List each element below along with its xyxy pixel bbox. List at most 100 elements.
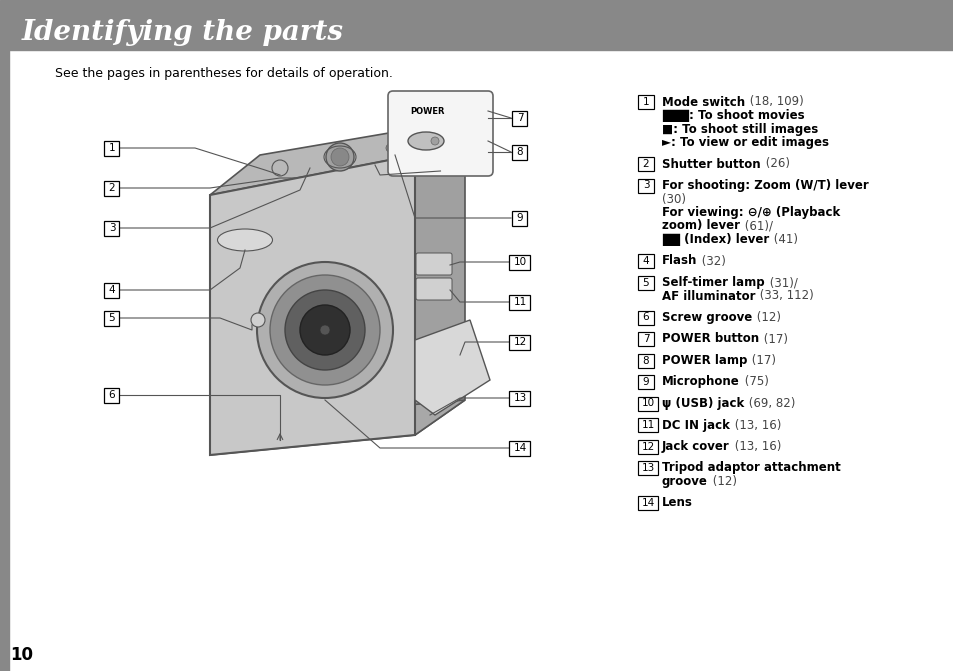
Bar (638, 461, 658, 475)
Bar (509, 254, 530, 270)
Text: 12: 12 (513, 337, 526, 347)
Text: 11: 11 (513, 297, 526, 307)
Bar (638, 440, 658, 454)
Text: 12: 12 (640, 442, 654, 452)
Text: 9: 9 (517, 213, 523, 223)
Bar (9, 0, 953, 50)
Text: AF illuminator: AF illuminator (661, 289, 755, 303)
Bar (638, 375, 654, 389)
Text: Jack cover: Jack cover (661, 440, 729, 453)
Text: ███: To shoot movies: ███: To shoot movies (661, 109, 803, 122)
Text: Shutter button: Shutter button (661, 158, 760, 170)
Text: ►: To view or edit images: ►: To view or edit images (661, 136, 828, 149)
Text: For viewing: ⊖/⊕ (Playback: For viewing: ⊖/⊕ (Playback (661, 206, 840, 219)
Bar (105, 140, 119, 156)
FancyBboxPatch shape (416, 278, 452, 300)
Text: 6: 6 (109, 390, 115, 400)
Circle shape (270, 275, 379, 385)
Text: POWER button: POWER button (661, 333, 759, 346)
Text: See the pages in parentheses for details of operation.: See the pages in parentheses for details… (55, 66, 393, 79)
Text: 2: 2 (109, 183, 115, 193)
Bar (638, 332, 654, 346)
FancyBboxPatch shape (388, 91, 493, 176)
Text: 4: 4 (642, 256, 649, 266)
Text: (12): (12) (753, 311, 781, 324)
Text: (18, 109): (18, 109) (745, 95, 803, 109)
Text: (30): (30) (661, 193, 685, 205)
Text: POWER: POWER (411, 107, 445, 117)
Polygon shape (210, 120, 464, 195)
Text: 9: 9 (642, 377, 649, 387)
Text: zoom) lever: zoom) lever (661, 219, 740, 232)
Text: DC IN jack: DC IN jack (661, 419, 729, 431)
Bar (638, 418, 658, 432)
Text: 10: 10 (513, 257, 526, 267)
Text: (26): (26) (760, 158, 789, 170)
Text: 7: 7 (642, 334, 649, 344)
Polygon shape (415, 120, 464, 435)
Text: Identifying the parts: Identifying the parts (22, 19, 344, 46)
Bar (509, 391, 530, 405)
Circle shape (256, 262, 393, 398)
Polygon shape (210, 400, 464, 455)
Bar (638, 95, 654, 109)
Text: ██ (Index) lever: ██ (Index) lever (661, 233, 768, 246)
Text: (69, 82): (69, 82) (744, 397, 795, 410)
Text: 10: 10 (10, 646, 33, 664)
Text: (13, 16): (13, 16) (730, 419, 781, 431)
Bar (638, 354, 654, 368)
Text: (33, 112): (33, 112) (756, 289, 814, 303)
Bar (638, 496, 658, 510)
FancyBboxPatch shape (416, 253, 452, 275)
Circle shape (386, 144, 394, 152)
Text: 10: 10 (640, 399, 654, 409)
Bar (638, 397, 658, 411)
Circle shape (326, 143, 354, 171)
Bar (0, 0, 9, 671)
Text: POWER lamp: POWER lamp (661, 354, 746, 367)
Text: 3: 3 (642, 180, 649, 191)
Text: 3: 3 (109, 223, 115, 233)
Bar (638, 178, 654, 193)
Text: 13: 13 (513, 393, 526, 403)
Text: Screw groove: Screw groove (661, 311, 752, 324)
Bar (105, 180, 119, 195)
Bar (509, 295, 530, 309)
Polygon shape (415, 320, 490, 415)
Bar (512, 211, 527, 225)
Bar (512, 111, 527, 125)
Text: Lens: Lens (661, 497, 692, 509)
Text: (12): (12) (708, 475, 736, 488)
Bar (509, 440, 530, 456)
Text: (41): (41) (769, 233, 798, 246)
Bar (509, 335, 530, 350)
Text: 14: 14 (513, 443, 526, 453)
Circle shape (299, 305, 350, 355)
Text: ψ (USB) jack: ψ (USB) jack (661, 397, 743, 410)
Circle shape (272, 160, 288, 176)
Bar (638, 157, 654, 171)
Bar (105, 282, 119, 297)
Text: 6: 6 (642, 313, 649, 323)
Text: For shooting: Zoom (W/T) lever: For shooting: Zoom (W/T) lever (661, 179, 868, 192)
Text: (61)/: (61)/ (740, 219, 772, 232)
Bar (105, 311, 119, 325)
Text: Tripod adaptor attachment: Tripod adaptor attachment (661, 462, 840, 474)
Text: Microphone: Microphone (661, 376, 739, 389)
Text: 8: 8 (642, 356, 649, 366)
Text: (31)/: (31)/ (765, 276, 797, 289)
Text: 2: 2 (642, 159, 649, 169)
Text: (17): (17) (747, 354, 776, 367)
Polygon shape (210, 155, 415, 455)
Bar (105, 221, 119, 236)
Bar (638, 254, 654, 268)
Text: Flash: Flash (661, 254, 697, 268)
Text: 1: 1 (642, 97, 649, 107)
Ellipse shape (431, 137, 438, 145)
Text: 1: 1 (109, 143, 115, 153)
Text: Mode switch: Mode switch (661, 95, 744, 109)
Text: Self-timer lamp: Self-timer lamp (661, 276, 763, 289)
Bar (638, 276, 654, 289)
Ellipse shape (408, 132, 443, 150)
Circle shape (331, 148, 349, 166)
